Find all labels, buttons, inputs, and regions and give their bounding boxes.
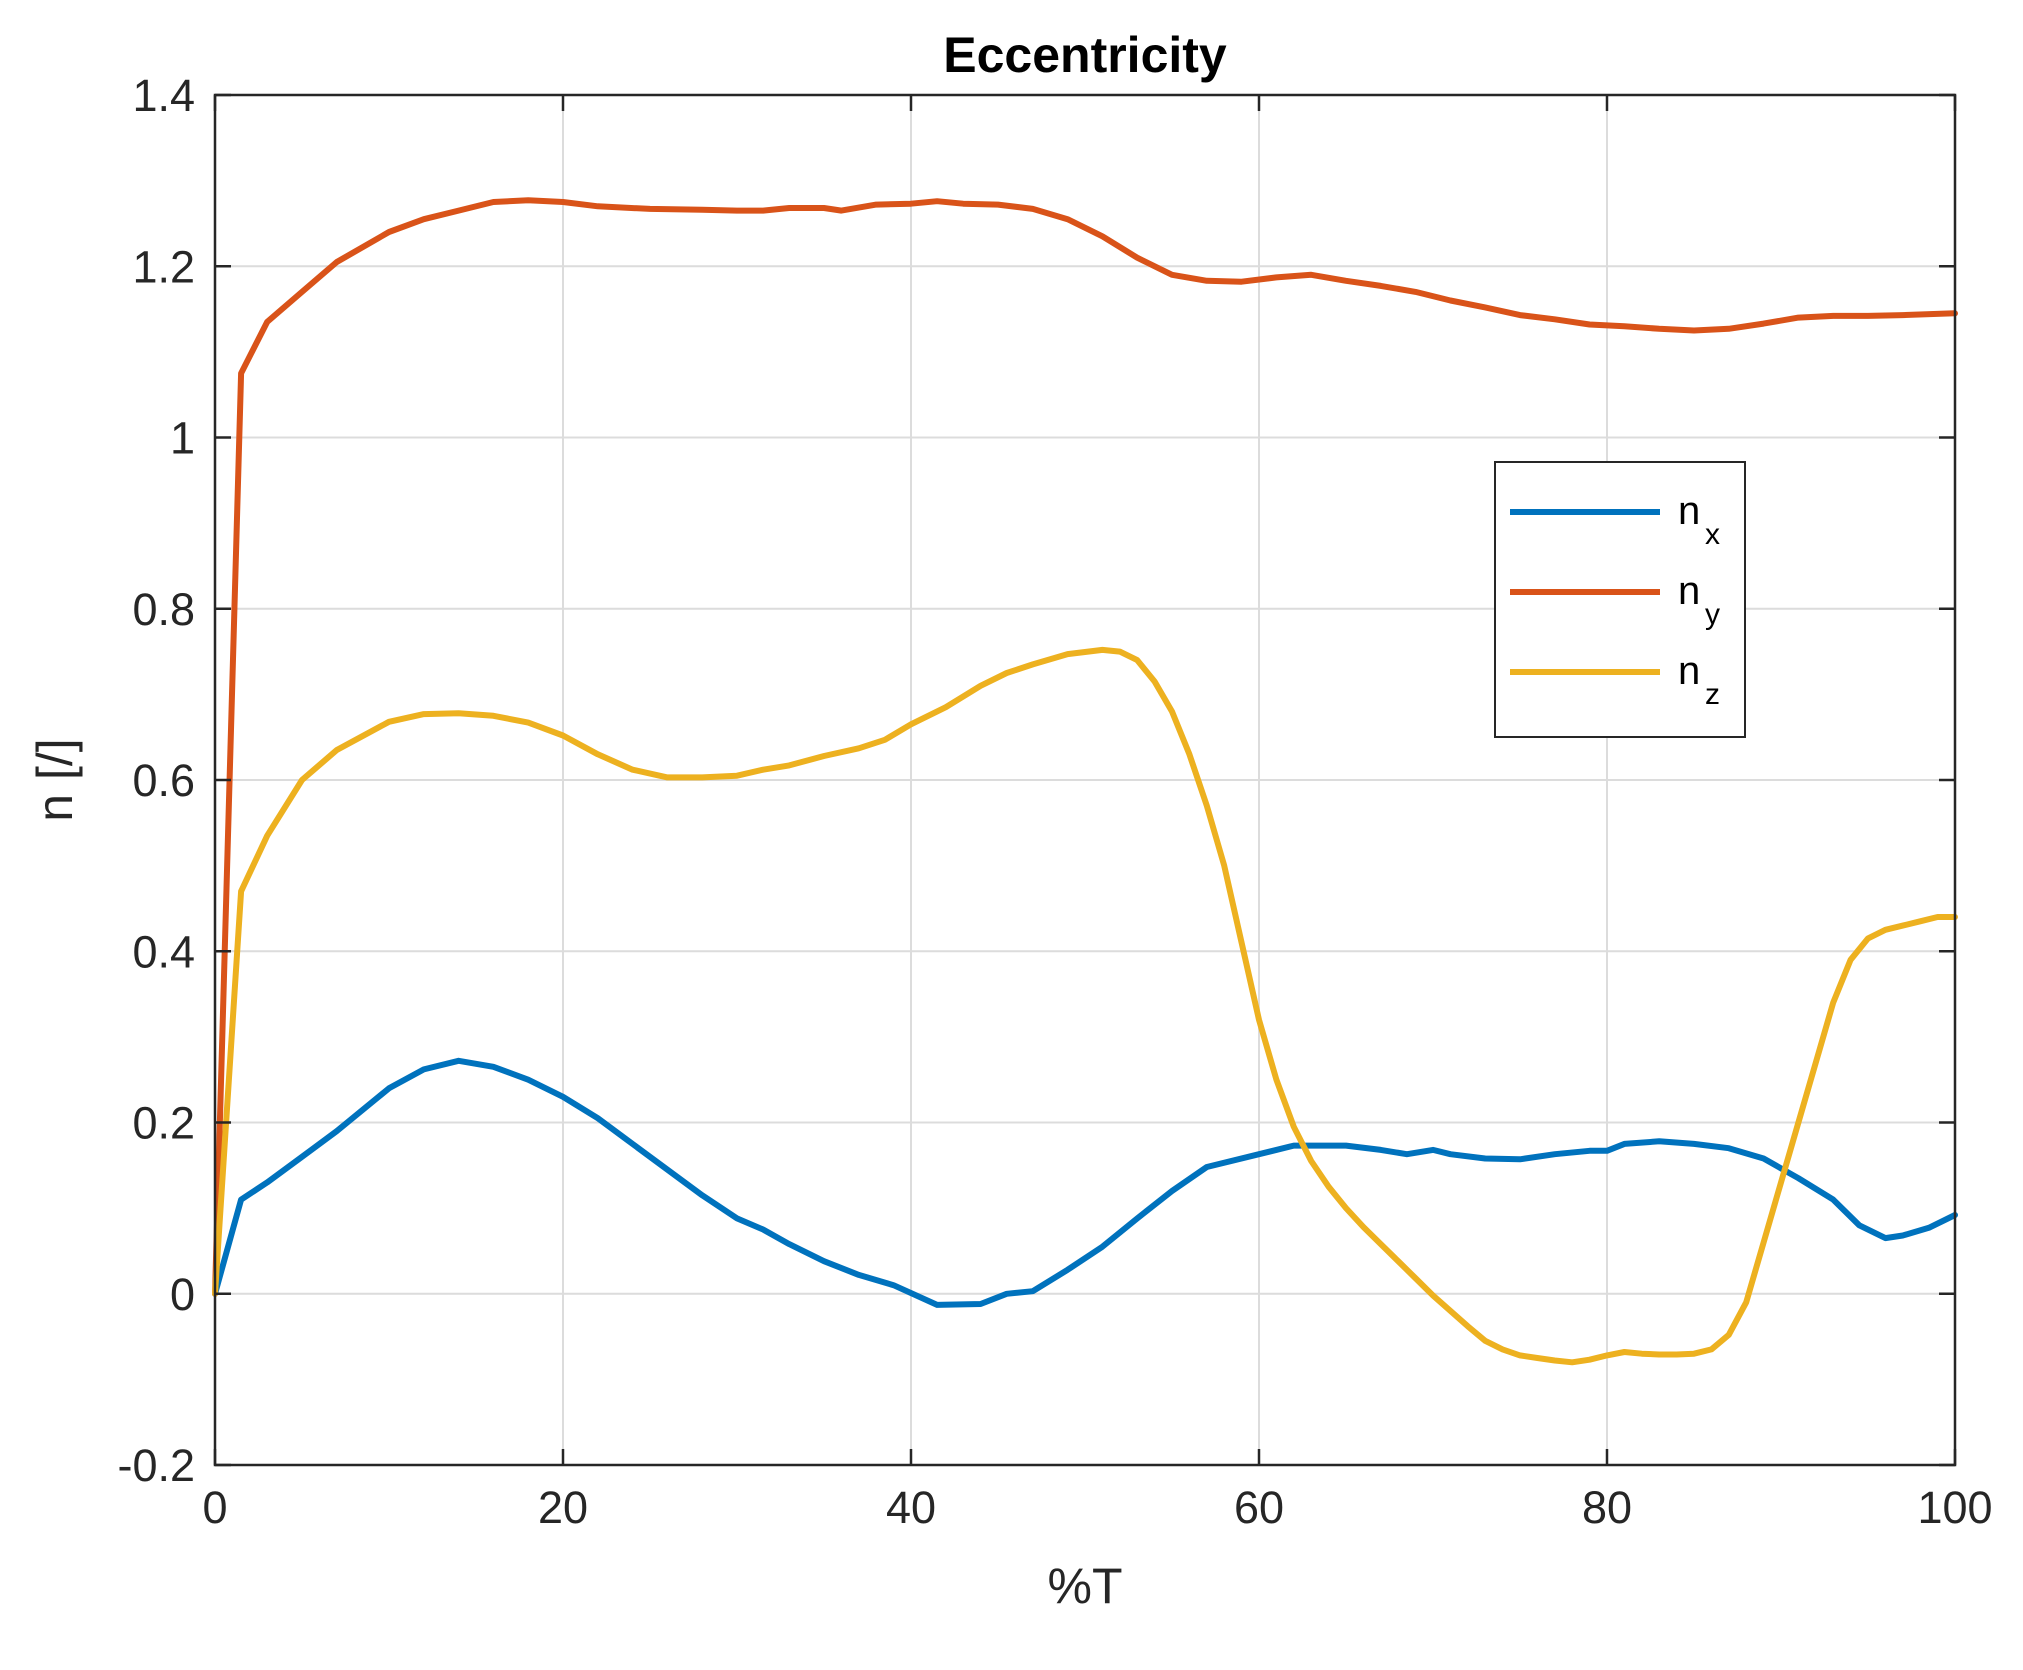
x-axis-label: %T — [1048, 1558, 1123, 1614]
series-layer — [212, 197, 1958, 1366]
y-tick-label: 0.6 — [132, 755, 195, 806]
x-axis-ticks: 0 20 40 60 80 100 — [202, 95, 1993, 1533]
y-tick-label: -0.2 — [117, 1440, 195, 1491]
legend-label-subscript: y — [1705, 598, 1720, 631]
legend-label: n — [1678, 489, 1700, 533]
x-tick-label: 40 — [886, 1482, 936, 1533]
y-axis-ticks: -0.2 0 0.2 0.4 0.6 0.8 1 1.2 1.4 — [117, 70, 1955, 1491]
grid-lines — [215, 95, 1955, 1465]
legend-label: n — [1678, 649, 1700, 693]
x-tick-label: 20 — [538, 1482, 588, 1533]
y-tick-label: 0.8 — [132, 584, 195, 635]
x-tick-label: 60 — [1234, 1482, 1284, 1533]
legend-item-n-z: nz — [1510, 649, 1720, 711]
x-tick-label: 80 — [1582, 1482, 1632, 1533]
legend-item-n-x: nx — [1510, 489, 1720, 551]
y-tick-label: 1 — [170, 413, 195, 464]
chart-title: Eccentricity — [943, 27, 1227, 83]
y-tick-label: 1.2 — [132, 241, 195, 292]
legend-label: n — [1678, 569, 1700, 613]
y-axis-label: n [/] — [27, 738, 83, 821]
series-line-n-y — [212, 197, 1958, 1297]
legend-label-subscript: x — [1705, 518, 1720, 551]
y-tick-label: 1.4 — [132, 70, 195, 121]
legend-item-n-y: ny — [1510, 569, 1720, 631]
series-line-n-x — [212, 1057, 1958, 1308]
y-tick-label: 0.2 — [132, 1098, 195, 1149]
legend-label-subscript: z — [1705, 678, 1720, 711]
series-line-n-z — [212, 646, 1958, 1366]
y-tick-label: 0 — [170, 1269, 195, 1320]
x-tick-label: 0 — [202, 1482, 227, 1533]
y-tick-label: 0.4 — [132, 926, 195, 977]
x-tick-label: 100 — [1917, 1482, 1992, 1533]
legend-box — [1494, 461, 1746, 738]
